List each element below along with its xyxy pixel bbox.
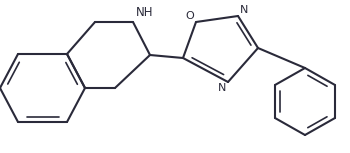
Text: N: N — [240, 5, 248, 15]
Text: O: O — [185, 11, 194, 21]
Text: N: N — [218, 83, 226, 93]
Text: NH: NH — [136, 6, 154, 19]
